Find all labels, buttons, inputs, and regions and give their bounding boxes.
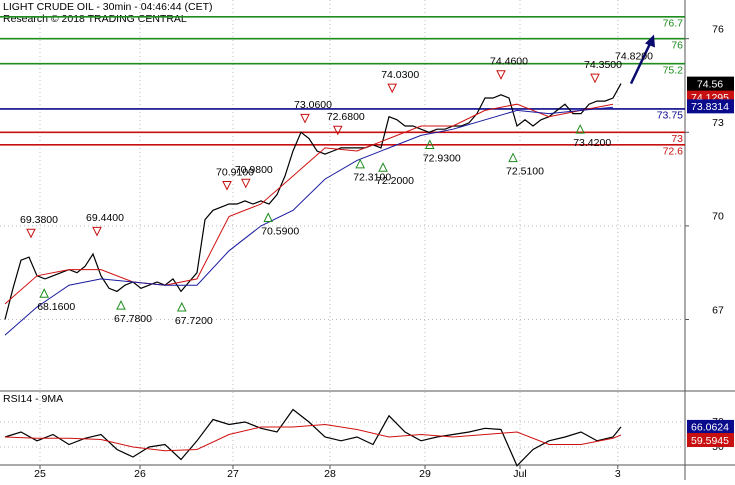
price-box-label: 73.8314 <box>691 101 729 113</box>
low-label: 67.7200 <box>175 315 213 327</box>
low-marker <box>508 152 518 163</box>
price-box-label: 74.56 <box>697 78 723 90</box>
high-label: 69.3800 <box>20 214 58 226</box>
high-marker <box>222 180 232 191</box>
high-marker <box>300 113 310 124</box>
high-label: 69.4400 <box>86 212 124 224</box>
y-tick-label: 76 <box>712 23 724 35</box>
y-tick-label: 73 <box>712 117 724 129</box>
target-arrowhead <box>645 34 655 48</box>
low-label: 72.5100 <box>506 165 544 177</box>
series-line <box>4 423 622 452</box>
x-tick-label: 28 <box>324 468 336 480</box>
rsi-box <box>687 419 734 434</box>
low-marker <box>355 158 366 169</box>
high-label: 73.0600 <box>294 99 332 111</box>
x-tick-label: 26 <box>134 468 146 480</box>
level-label: 76.7 <box>663 18 684 30</box>
series-line <box>4 106 614 336</box>
rsi-box-label: 66.0624 <box>691 422 729 434</box>
low-marker <box>424 139 435 149</box>
low-label: 70.5900 <box>261 225 299 237</box>
rsi-box-label: 59.5945 <box>691 435 729 447</box>
high-label: 74.0300 <box>381 69 419 81</box>
high-marker <box>590 73 600 84</box>
low-marker <box>176 301 187 312</box>
low-marker <box>116 300 126 310</box>
low-label: 67.7800 <box>114 313 152 325</box>
low-marker <box>378 162 388 172</box>
x-tick-label: 27 <box>227 468 239 480</box>
high-label: 74.3500 <box>584 59 622 71</box>
x-tick-label: 3 <box>615 468 621 480</box>
low-label: 72.9300 <box>423 152 461 164</box>
low-label: 72.2000 <box>376 175 414 187</box>
y-tick-label: 67 <box>712 304 724 316</box>
high-label: 74.4600 <box>490 56 528 68</box>
high-marker <box>92 226 102 237</box>
high-marker <box>240 178 251 189</box>
low-marker <box>263 212 274 222</box>
x-tick-label: Jul <box>513 468 526 480</box>
series-line <box>4 83 622 320</box>
rsi-box <box>687 433 734 448</box>
rsi-title: RSI14 - 9MA <box>3 393 63 405</box>
series-line <box>4 103 614 305</box>
level-label: 73 <box>671 133 683 145</box>
level-label: 73.75 <box>657 110 683 122</box>
low-label: 68.1600 <box>37 301 75 313</box>
high-marker <box>26 228 36 239</box>
price-box <box>687 99 734 114</box>
level-label: 76 <box>671 39 683 51</box>
high-label: 72.6800 <box>327 111 365 123</box>
series-line <box>4 408 622 467</box>
target-label: 74.8200 <box>615 50 653 62</box>
low-marker <box>575 124 586 134</box>
x-tick-label: 29 <box>419 468 431 480</box>
high-marker <box>387 83 398 94</box>
high-label: 70.9800 <box>235 164 273 176</box>
high-marker <box>332 125 343 136</box>
level-label: 75.2 <box>663 64 684 76</box>
price-box <box>687 76 734 91</box>
high-marker <box>496 70 506 80</box>
target-arrow <box>629 38 654 85</box>
low-label: 72.3100 <box>353 172 391 184</box>
chart-subtitle: Research © 2018 TRADING CENTRAL <box>3 13 187 25</box>
chart-title: LIGHT CRUDE OIL - 30min - 04:46:44 (CET) <box>3 1 212 13</box>
x-tick-label: 25 <box>34 468 46 480</box>
low-marker <box>39 288 50 298</box>
y-tick-label: 70 <box>712 211 724 223</box>
high-label: 70.9100 <box>216 166 254 178</box>
low-label: 73.4200 <box>573 137 611 149</box>
level-label: 72.6 <box>663 146 684 158</box>
